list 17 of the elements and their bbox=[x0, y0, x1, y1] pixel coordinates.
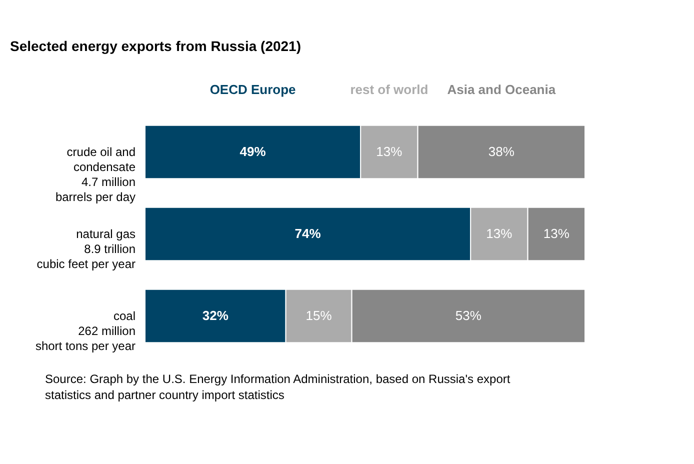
text: OECD Europe bbox=[210, 82, 296, 97]
data-label: 15% bbox=[306, 308, 332, 323]
data-label: 32% bbox=[202, 308, 229, 323]
data-label: 13% bbox=[543, 226, 570, 241]
data-label: 13% bbox=[486, 226, 513, 241]
data-label: 38% bbox=[488, 144, 515, 160]
data-label: 49% bbox=[240, 144, 266, 160]
y-tick-label: coal 262 million short tons per year bbox=[35, 308, 136, 353]
y-tick-label: crude oil and condensate 4.7 million barrels per day bbox=[55, 145, 136, 204]
data-label: 53% bbox=[455, 308, 482, 323]
text: rest of world bbox=[350, 82, 428, 97]
data-label: 74% bbox=[294, 226, 322, 241]
text: Asia and Oceania bbox=[447, 82, 556, 97]
data-label: 13% bbox=[376, 144, 403, 160]
source-note: Source: Graph by the U.S. Energy Information Administration, based on Russia's export statistics and partner country import statistics bbox=[45, 372, 511, 402]
chart-title: Selected energy exports from Russia (2021) bbox=[10, 38, 302, 54]
y-tick-label: natural gas 8.9 trillion cubic feet per year bbox=[36, 227, 136, 271]
